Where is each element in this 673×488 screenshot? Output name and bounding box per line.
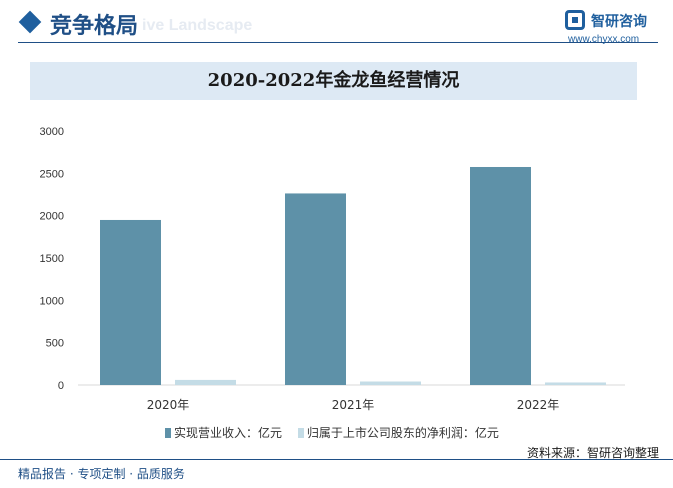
footer-tagline: 精品报告 · 专项定制 · 品质服务 bbox=[18, 467, 185, 481]
y-tick-label: 2000 bbox=[40, 211, 64, 223]
y-tick-label: 2500 bbox=[40, 168, 64, 180]
legend-swatch-net-profit bbox=[297, 428, 304, 438]
legend-item-revenue: 实现营业收入：亿元 bbox=[165, 424, 282, 441]
bar-net-profit bbox=[175, 379, 236, 385]
footer-divider bbox=[0, 459, 673, 460]
legend-swatch-revenue bbox=[165, 428, 171, 438]
legend-label-revenue: 实现营业收入：亿元 bbox=[174, 426, 283, 440]
y-tick-label: 3000 bbox=[40, 126, 64, 138]
footer: 精品报告 · 专项定制 · 品质服务 bbox=[0, 460, 673, 488]
legend: 实现营业收入：亿元 归属于上市公司股东的净利润：亿元 bbox=[165, 424, 511, 442]
section-watermark: ive Landscape bbox=[142, 17, 253, 34]
source-note: 资料来源：智研咨询整理 bbox=[526, 446, 659, 460]
legend-item-net-profit: 归属于上市公司股东的净利润：亿元 bbox=[297, 424, 499, 441]
bar-revenue bbox=[100, 219, 161, 385]
chart-title: 2020-2022年金龙鱼经营情况 bbox=[207, 70, 460, 91]
brand: 智研咨询 www.chyxx.com bbox=[565, 10, 665, 46]
legend-label-net-profit: 归属于上市公司股东的净利润：亿元 bbox=[306, 426, 499, 440]
brand-name: 智研咨询 bbox=[591, 14, 647, 30]
x-tick-label: 2022年 bbox=[517, 398, 560, 412]
bar-chart: 0 500 1000 1500 2000 2500 3000 2020年 2021年 2022年 bbox=[40, 126, 625, 412]
y-tick-label: 500 bbox=[46, 338, 64, 350]
bar-revenue bbox=[285, 193, 346, 385]
y-tick-label: 0 bbox=[58, 380, 64, 392]
header-divider bbox=[18, 42, 658, 43]
bar-revenue bbox=[470, 166, 531, 385]
brand-logo-icon bbox=[565, 10, 585, 30]
diamond-icon bbox=[18, 10, 42, 34]
section-title: 竞争格局 bbox=[50, 14, 139, 39]
x-tick-label: 2021年 bbox=[332, 398, 375, 412]
brand-url: www.chyxx.com bbox=[568, 34, 640, 45]
x-tick-label: 2020年 bbox=[147, 398, 190, 412]
bar-net-profit bbox=[545, 382, 606, 385]
y-tick-label: 1500 bbox=[40, 253, 64, 265]
chart-title-band: 2020-2022年金龙鱼经营情况 bbox=[30, 62, 637, 100]
header: ive Landscape 竞争格局 智研咨询 www.chyxx.com bbox=[0, 0, 673, 50]
y-tick-label: 1000 bbox=[40, 295, 64, 307]
bar-net-profit bbox=[360, 381, 421, 385]
